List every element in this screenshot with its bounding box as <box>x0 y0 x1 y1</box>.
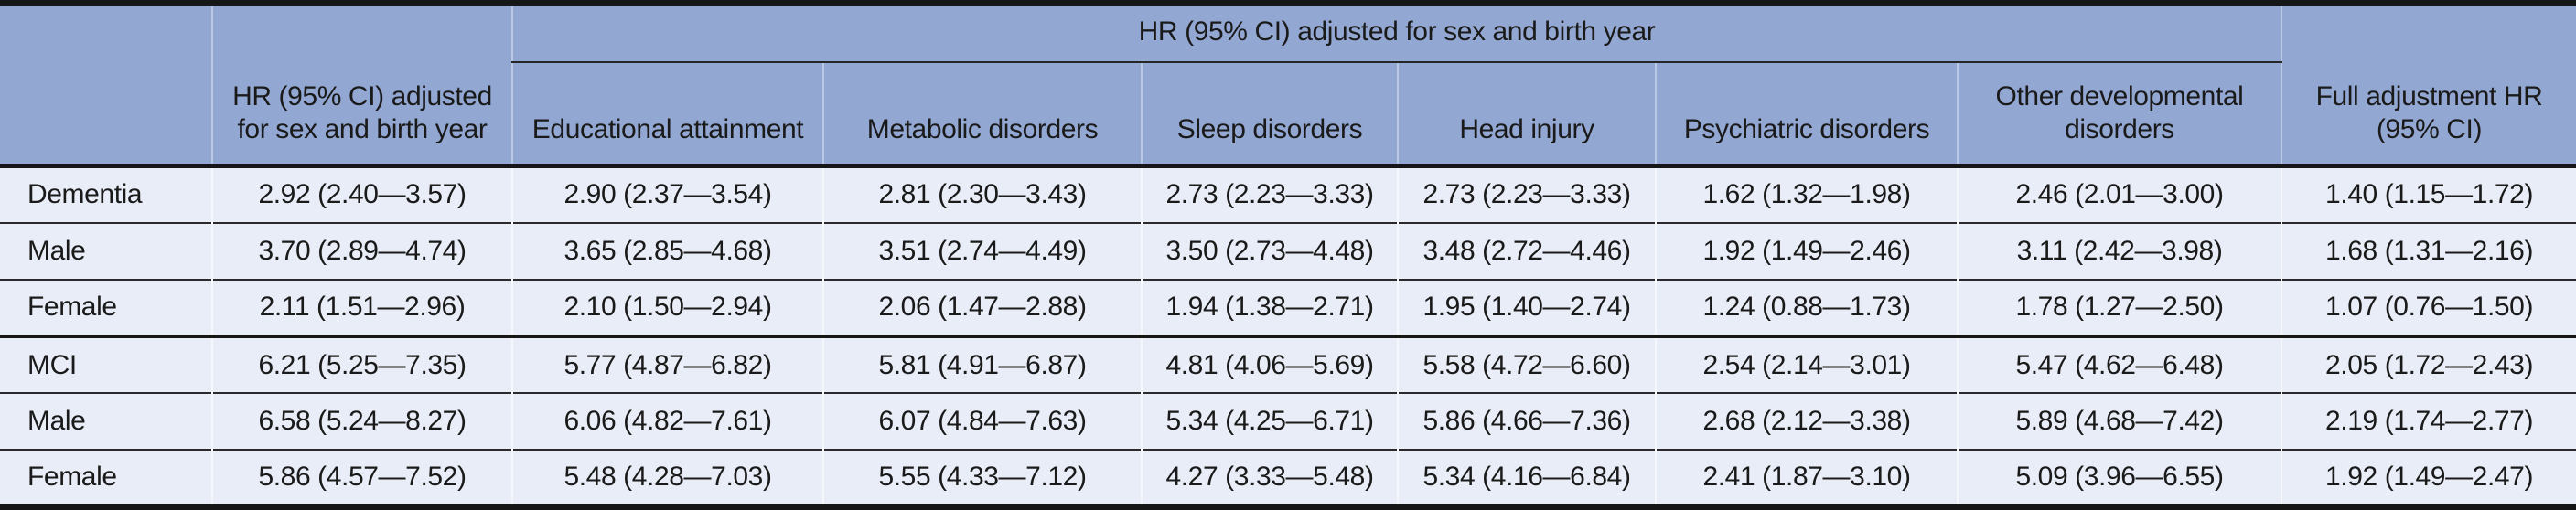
cell-hr-value: 1.94 (1.38—2.71) <box>1141 278 1398 336</box>
cell-hr-value: 1.07 (0.76—1.50) <box>2281 278 2576 336</box>
column-header-other-developmental-disorders: Other developmental disorders <box>1956 61 2282 166</box>
row-label: Dementia <box>0 163 212 223</box>
table-row-dementia-male: Male 3.70 (2.89—4.74) 3.65 (2.85—4.68) 3… <box>0 221 2576 280</box>
table-row-dementia: Dementia 2.92 (2.40—3.57) 2.90 (2.37—3.5… <box>0 163 2576 223</box>
row-label: Male <box>0 392 212 451</box>
cell-hr-value: 1.62 (1.32—1.98) <box>1655 163 1958 223</box>
cell-hr-value: 3.50 (2.73—4.48) <box>1141 221 1398 280</box>
cell-hr-value: 5.34 (4.16—6.84) <box>1397 449 1656 507</box>
cell-hr-value: 2.81 (2.30—3.43) <box>822 163 1142 223</box>
cell-hr-value: 5.09 (3.96—6.55) <box>1956 449 2282 507</box>
column-header-metabolic-disorders: Metabolic disorders <box>822 61 1142 166</box>
column-header-psychiatric-disorders: Psychiatric disorders <box>1655 61 1958 166</box>
cell-hr-value: 3.48 (2.72—4.46) <box>1397 221 1656 280</box>
cell-hr-value: 2.11 (1.51—2.96) <box>211 278 512 336</box>
column-header-hr-sex-birth-year: HR (95% CI) adjusted for sex and birth y… <box>211 3 512 166</box>
cell-hr-value: 1.40 (1.15—1.72) <box>2281 163 2576 223</box>
cell-hr-value: 5.34 (4.25—6.71) <box>1141 392 1398 451</box>
cell-hr-value: 2.73 (2.23—3.33) <box>1141 163 1398 223</box>
cell-hr-value: 2.19 (1.74—2.77) <box>2281 392 2576 451</box>
cell-hr-value: 3.51 (2.74—4.49) <box>822 221 1142 280</box>
column-header-full-adjustment-hr: Full adjustment HR (95% CI) <box>2281 3 2576 166</box>
row-label: Female <box>0 449 212 507</box>
cell-hr-value: 5.89 (4.68—7.42) <box>1956 392 2282 451</box>
cell-hr-value: 5.86 (4.66—7.36) <box>1397 392 1656 451</box>
cell-hr-value: 5.47 (4.62—6.48) <box>1956 334 2282 394</box>
cell-hr-value: 5.48 (4.28—7.03) <box>511 449 823 507</box>
cell-hr-value: 5.81 (4.91—6.87) <box>822 334 1142 394</box>
cell-hr-value: 2.10 (1.50—2.94) <box>511 278 823 336</box>
cell-hr-value: 2.05 (1.72—2.43) <box>2281 334 2576 394</box>
column-header-sleep-disorders: Sleep disorders <box>1141 61 1398 166</box>
cell-hr-value: 1.24 (0.88—1.73) <box>1655 278 1958 336</box>
cell-hr-value: 1.95 (1.40—2.74) <box>1397 278 1656 336</box>
cell-hr-value: 2.54 (2.14—3.01) <box>1655 334 1958 394</box>
cell-hr-value: 5.77 (4.87—6.82) <box>511 334 823 394</box>
table-row-mci: MCI 6.21 (5.25—7.35) 5.77 (4.87—6.82) 5.… <box>0 334 2576 394</box>
cell-hr-value: 2.41 (1.87—3.10) <box>1655 449 1958 507</box>
table-row-mci-female: Female 5.86 (4.57—7.52) 5.48 (4.28—7.03)… <box>0 449 2576 507</box>
cell-hr-value: 3.70 (2.89—4.74) <box>211 221 512 280</box>
cell-hr-value: 2.92 (2.40—3.57) <box>211 163 512 223</box>
column-header-head-injury: Head injury <box>1397 61 1656 166</box>
spanner-header-hr-adjusted: HR (95% CI) adjusted for sex and birth y… <box>510 3 2282 63</box>
cell-hr-value: 1.68 (1.31—2.16) <box>2281 221 2576 280</box>
cell-hr-value: 2.90 (2.37—3.54) <box>511 163 823 223</box>
cell-hr-value: 6.07 (4.84—7.63) <box>822 392 1142 451</box>
cell-hr-value: 6.21 (5.25—7.35) <box>211 334 512 394</box>
cell-hr-value: 2.46 (2.01—3.00) <box>1956 163 2282 223</box>
cell-hr-value: 3.11 (2.42—3.98) <box>1956 221 2282 280</box>
row-label: Female <box>0 278 212 336</box>
cell-hr-value: 4.27 (3.33—5.48) <box>1141 449 1398 507</box>
row-label: Male <box>0 221 212 280</box>
cell-hr-value: 2.06 (1.47—2.88) <box>822 278 1142 336</box>
table-row-mci-male: Male 6.58 (5.24—8.27) 6.06 (4.82—7.61) 6… <box>0 392 2576 451</box>
table-row-dementia-female: Female 2.11 (1.51—2.96) 2.10 (1.50—2.94)… <box>0 278 2576 336</box>
cell-hr-value: 2.68 (2.12—3.38) <box>1655 392 1958 451</box>
cell-hr-value: 5.86 (4.57—7.52) <box>211 449 512 507</box>
cell-hr-value: 3.65 (2.85—4.68) <box>511 221 823 280</box>
cell-hr-value: 6.58 (5.24—8.27) <box>211 392 512 451</box>
column-header-educational-attainment: Educational attainment <box>511 61 823 166</box>
cell-hr-value: 2.73 (2.23—3.33) <box>1397 163 1656 223</box>
cell-hr-value: 4.81 (4.06—5.69) <box>1141 334 1398 394</box>
cell-hr-value: 6.06 (4.82—7.61) <box>511 392 823 451</box>
cell-hr-value: 5.58 (4.72—6.60) <box>1397 334 1656 394</box>
cell-hr-value: 1.92 (1.49—2.46) <box>1655 221 1958 280</box>
cell-hr-value: 5.55 (4.33—7.12) <box>822 449 1142 507</box>
cell-hr-value: 1.78 (1.27—2.50) <box>1956 278 2282 336</box>
cell-hr-value: 1.92 (1.49—2.47) <box>2281 449 2576 507</box>
corner-cell <box>0 3 212 166</box>
row-label: MCI <box>0 334 212 394</box>
